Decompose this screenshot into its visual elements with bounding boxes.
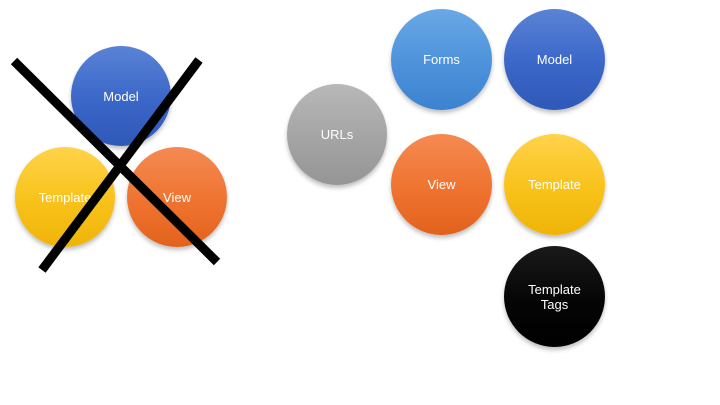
view-label-right: View	[427, 177, 456, 192]
template-circle-left: Template	[15, 147, 115, 247]
forms-circle: Forms	[391, 9, 492, 110]
model-circle-left: Model	[71, 46, 171, 146]
forms-label: Forms	[423, 52, 460, 67]
model-label-left: Model	[103, 88, 139, 104]
view-circle-right: View	[391, 134, 492, 235]
view-label-left: View	[163, 189, 191, 205]
urls-circle: URLs	[287, 84, 387, 185]
template-tags-label: Template Tags	[528, 281, 581, 312]
template-label-left: Template	[38, 189, 92, 205]
template-circle-right: Template	[504, 134, 605, 235]
model-circle-right: Model	[504, 9, 605, 110]
model-label-right: Model	[536, 52, 573, 67]
template-tags-circle: Template Tags	[504, 246, 605, 347]
view-circle-left: View	[127, 147, 227, 247]
template-label-right: Template	[528, 177, 581, 192]
urls-label: URLs	[320, 127, 354, 142]
